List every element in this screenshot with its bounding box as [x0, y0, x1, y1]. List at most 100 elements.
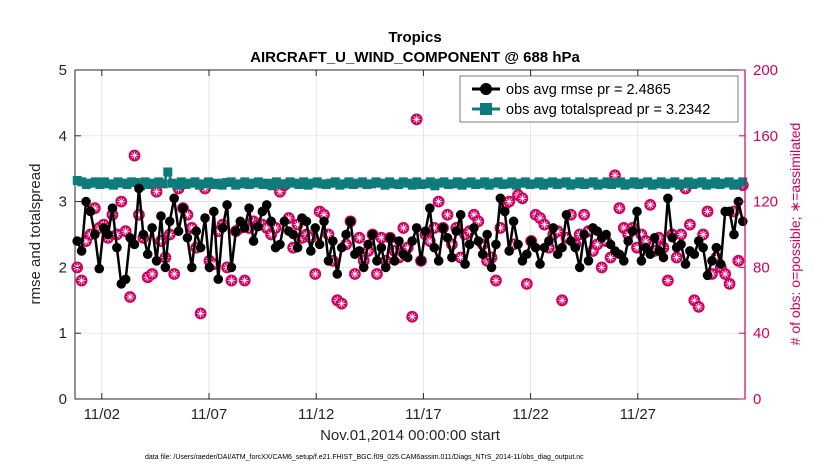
spread-point — [489, 178, 499, 188]
obs-count-asterisk — [563, 234, 570, 241]
spread-point — [412, 177, 422, 187]
spread-point — [674, 180, 684, 190]
spread-point — [665, 178, 675, 188]
obs-count-point — [723, 277, 736, 290]
spread-point — [231, 180, 241, 190]
rmse-point — [680, 259, 691, 269]
rmse-point — [702, 270, 713, 281]
rmse-point — [579, 229, 589, 240]
rmse-point — [306, 246, 316, 256]
spread-point — [403, 178, 413, 188]
spread-point — [520, 177, 530, 187]
spread-point — [90, 177, 100, 187]
spread-point — [167, 178, 177, 188]
spread-point — [99, 177, 109, 187]
spread-point — [344, 177, 354, 187]
obs-count-asterisk — [673, 254, 680, 261]
spread-point — [204, 177, 214, 187]
x-tick-label: 11/07 — [191, 406, 227, 423]
spread-point — [321, 179, 331, 189]
legend-box — [459, 75, 739, 123]
spread-point — [72, 176, 82, 186]
spread-point — [339, 179, 349, 189]
rmse-point — [120, 274, 131, 285]
spread-point — [240, 177, 250, 187]
spread-point — [606, 179, 616, 189]
rmse-point — [645, 249, 656, 260]
rmse-point — [200, 213, 210, 223]
y-axis-right-label: # of obs: o=possible; ∗=assimilated — [787, 123, 803, 346]
obs-count-asterisk — [594, 241, 601, 248]
spread-point — [575, 177, 585, 187]
spread-point — [249, 178, 259, 188]
rmse-point — [658, 252, 669, 263]
spread-point — [507, 177, 517, 187]
spread-point — [502, 179, 512, 189]
spread-point — [439, 177, 449, 187]
rmse-point — [715, 259, 726, 269]
spread-point — [543, 178, 553, 188]
rmse-point — [292, 242, 303, 253]
obs-count-asterisk — [320, 211, 328, 218]
rmse-point — [178, 203, 188, 213]
obs-count-point — [146, 268, 159, 280]
obs-count-point — [661, 274, 674, 287]
rmse-point — [570, 242, 581, 253]
obs-count-point — [670, 251, 683, 264]
rmse-point — [363, 239, 373, 250]
rmse-point — [244, 203, 254, 213]
spread-point — [634, 179, 644, 189]
rmse-point — [402, 252, 413, 263]
obs-count-point — [238, 274, 251, 287]
spread-point — [95, 179, 105, 189]
x-tick-label: 11/17 — [405, 406, 441, 423]
rmse-point — [733, 196, 744, 207]
rmse-point — [213, 274, 224, 285]
spread-point — [208, 179, 218, 189]
y-right-tick-label: 120 — [753, 194, 778, 211]
spread-point — [176, 177, 186, 187]
rmse-point — [301, 216, 312, 227]
spread-point — [511, 180, 521, 190]
spread-point — [326, 178, 336, 188]
obs-count-point — [490, 274, 502, 287]
spread-point — [584, 178, 594, 188]
spread-point — [104, 179, 114, 189]
spread-point — [434, 178, 444, 188]
obs-count-asterisk — [153, 188, 160, 195]
rmse-point — [495, 193, 506, 204]
spread-point — [625, 179, 635, 189]
legend-spread-label: obs avg totalspread pr = 3.2342 — [506, 102, 710, 118]
obs-count-asterisk — [263, 224, 270, 232]
obs-count-asterisk — [492, 277, 500, 284]
rmse-point — [138, 229, 149, 240]
y-right-tick-label: 80 — [753, 259, 770, 276]
spread-point — [498, 179, 508, 189]
spread-point — [711, 177, 721, 187]
rmse-point — [187, 262, 197, 273]
obs-count-asterisk — [444, 211, 451, 218]
y-tick-label: 5 — [59, 62, 67, 79]
obs-count-asterisk — [435, 198, 442, 205]
obs-count-asterisk — [735, 257, 742, 264]
obs-count-asterisk — [338, 300, 345, 307]
spread-point — [557, 178, 567, 188]
spread-point — [131, 178, 141, 188]
obs-count-point — [335, 297, 348, 310]
spread-point — [362, 179, 372, 189]
rmse-point — [561, 209, 572, 220]
spread-point — [118, 178, 128, 188]
obs-count-point — [397, 222, 410, 234]
obs-count-point — [225, 274, 238, 287]
y-right-tick-label: 200 — [753, 62, 778, 79]
rmse-point — [636, 256, 647, 266]
obs-count-asterisk — [581, 211, 588, 218]
obs-count-asterisk — [726, 280, 733, 287]
rmse-point — [477, 249, 488, 260]
rmse-point — [442, 232, 453, 243]
rmse-point — [217, 223, 228, 233]
spread-point — [217, 180, 227, 190]
spread-point — [258, 179, 268, 189]
spread-point — [299, 177, 309, 187]
y-tick-label: 4 — [59, 128, 67, 145]
